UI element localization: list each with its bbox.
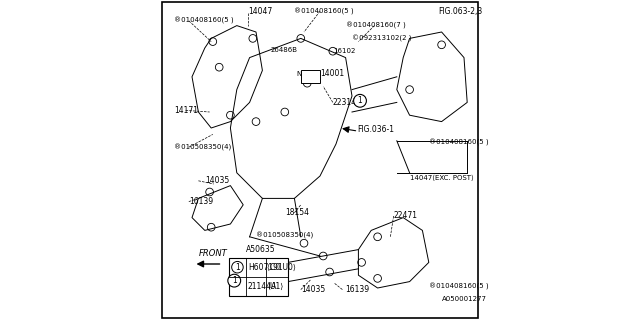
Text: ®010408160(5 ): ®010408160(5 ) xyxy=(429,283,488,290)
Text: ©092313102(2 ): ©092313102(2 ) xyxy=(352,35,412,42)
Text: 1: 1 xyxy=(232,276,237,285)
Text: 1: 1 xyxy=(235,263,240,272)
Text: 18154: 18154 xyxy=(285,208,309,217)
Text: ®010408160(7 ): ®010408160(7 ) xyxy=(346,22,405,29)
Circle shape xyxy=(354,94,366,107)
Text: ⟨U1⟩: ⟨U1⟩ xyxy=(268,282,284,291)
Circle shape xyxy=(232,261,243,273)
Text: H607191: H607191 xyxy=(248,263,283,272)
Text: ⟨C0 U0⟩: ⟨C0 U0⟩ xyxy=(268,263,296,272)
Text: NS: NS xyxy=(296,71,306,76)
Text: 14047: 14047 xyxy=(248,7,272,16)
Text: ®010508350(4): ®010508350(4) xyxy=(256,232,313,239)
Text: 14035: 14035 xyxy=(205,176,229,185)
Text: ®010408160(5 ): ®010408160(5 ) xyxy=(429,139,488,146)
Text: 26486B: 26486B xyxy=(270,47,298,52)
Text: 21144A: 21144A xyxy=(248,282,277,291)
Text: FIG.063-2,3: FIG.063-2,3 xyxy=(438,7,483,16)
Text: 22314: 22314 xyxy=(333,98,357,107)
Circle shape xyxy=(228,274,241,287)
Text: FIG.036-1: FIG.036-1 xyxy=(357,125,394,134)
Text: 14047⟨EXC. POST⟩: 14047⟨EXC. POST⟩ xyxy=(410,174,474,181)
Text: 1: 1 xyxy=(358,96,362,105)
Text: 16139: 16139 xyxy=(189,197,213,206)
Bar xyxy=(229,258,288,296)
Text: 22471: 22471 xyxy=(394,212,418,220)
Text: 14171: 14171 xyxy=(174,106,198,115)
Text: A50635: A50635 xyxy=(246,245,276,254)
Text: A050001277: A050001277 xyxy=(442,296,486,302)
Text: ®010408160(5 ): ®010408160(5 ) xyxy=(174,17,234,24)
Text: 14001: 14001 xyxy=(320,69,344,78)
Text: ®010408160(5 ): ®010408160(5 ) xyxy=(294,8,354,15)
Text: 14035: 14035 xyxy=(301,285,325,294)
Text: ®010508350(4): ®010508350(4) xyxy=(174,144,232,151)
Text: 16139: 16139 xyxy=(346,285,370,294)
Text: 16102: 16102 xyxy=(333,48,355,54)
Bar xyxy=(301,70,320,83)
Text: FRONT: FRONT xyxy=(198,249,227,258)
